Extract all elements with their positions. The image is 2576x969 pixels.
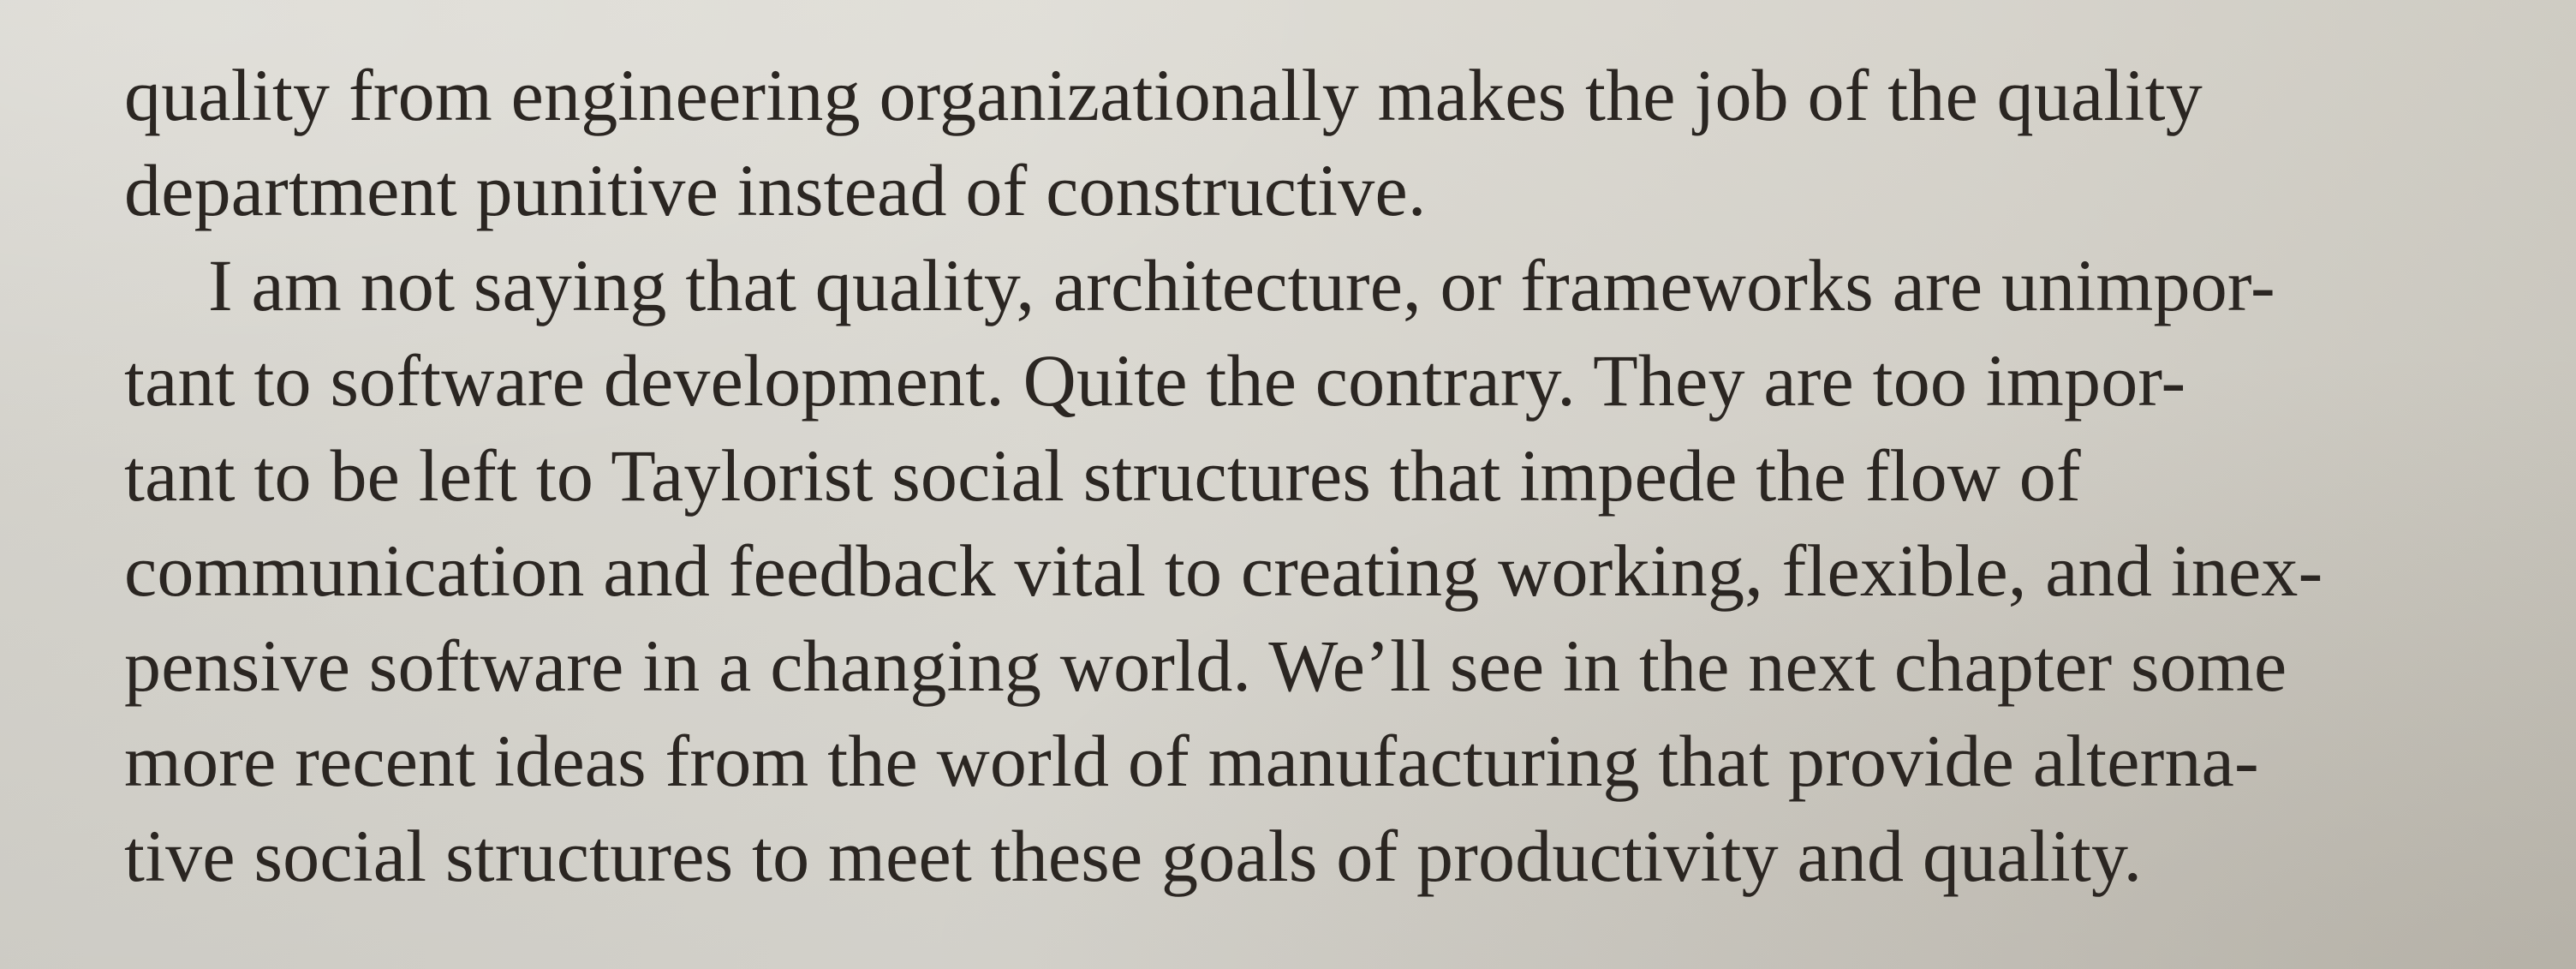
text-line: department punitive instead of construct… — [124, 149, 1427, 231]
text-line: pensive software in a changing world. We… — [124, 625, 2287, 707]
text-line: tant to software development. Quite the … — [124, 339, 2186, 422]
text-line: I am not saying that quality, architectu… — [208, 244, 2275, 326]
text-line: tant to be left to Taylorist social stru… — [124, 434, 2081, 517]
text-line: tive social structures to meet these goa… — [124, 815, 2143, 897]
body-text: quality from engineering organizationall… — [124, 48, 2539, 904]
text-line: quality from engineering organizationall… — [124, 54, 2203, 136]
text-line: more recent ideas from the world of manu… — [124, 720, 2259, 802]
text-line: communication and feedback vital to crea… — [124, 529, 2323, 612]
